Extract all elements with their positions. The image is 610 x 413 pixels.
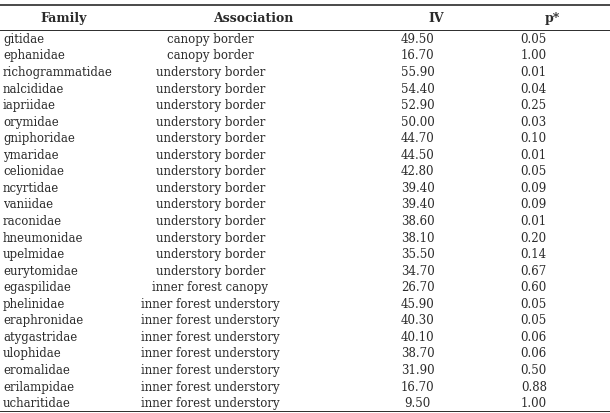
Text: 35.50: 35.50	[401, 247, 435, 261]
Text: inner forest canopy: inner forest canopy	[152, 280, 268, 294]
Text: raconidae: raconidae	[3, 214, 62, 228]
Text: 34.70: 34.70	[401, 264, 435, 277]
Text: ucharitidae: ucharitidae	[3, 396, 71, 409]
Text: 9.50: 9.50	[404, 396, 431, 409]
Text: inner forest understory: inner forest understory	[141, 347, 280, 360]
Text: 0.20: 0.20	[521, 231, 547, 244]
Text: 0.04: 0.04	[520, 82, 547, 95]
Text: inner forest understory: inner forest understory	[141, 380, 280, 393]
Text: 52.90: 52.90	[401, 99, 435, 112]
Text: 40.30: 40.30	[401, 313, 435, 327]
Text: nalcididae: nalcididae	[3, 82, 65, 95]
Text: inner forest understory: inner forest understory	[141, 330, 280, 343]
Text: 16.70: 16.70	[401, 380, 435, 393]
Text: erilampidae: erilampidae	[3, 380, 74, 393]
Text: understory border: understory border	[156, 82, 265, 95]
Text: 0.25: 0.25	[521, 99, 547, 112]
Text: gniphoridae: gniphoridae	[3, 132, 75, 145]
Text: phelinidae: phelinidae	[3, 297, 65, 310]
Text: understory border: understory border	[156, 66, 265, 79]
Text: 0.03: 0.03	[520, 115, 547, 128]
Text: vaniidae: vaniidae	[3, 198, 53, 211]
Text: 49.50: 49.50	[401, 33, 435, 46]
Text: ulophidae: ulophidae	[3, 347, 62, 360]
Text: 0.50: 0.50	[520, 363, 547, 376]
Text: 1.00: 1.00	[521, 49, 547, 62]
Text: 0.14: 0.14	[521, 247, 547, 261]
Text: iapriidae: iapriidae	[3, 99, 56, 112]
Text: 0.06: 0.06	[520, 347, 547, 360]
Text: 39.40: 39.40	[401, 181, 435, 195]
Text: Family: Family	[41, 12, 87, 25]
Text: 0.05: 0.05	[520, 313, 547, 327]
Text: understory border: understory border	[156, 231, 265, 244]
Text: IV: IV	[428, 12, 444, 25]
Text: 55.90: 55.90	[401, 66, 435, 79]
Text: 0.06: 0.06	[520, 330, 547, 343]
Text: 26.70: 26.70	[401, 280, 435, 294]
Text: atygastridae: atygastridae	[3, 330, 77, 343]
Text: understory border: understory border	[156, 99, 265, 112]
Text: 39.40: 39.40	[401, 198, 435, 211]
Text: Association: Association	[213, 12, 293, 25]
Text: understory border: understory border	[156, 132, 265, 145]
Text: 42.80: 42.80	[401, 165, 434, 178]
Text: 0.01: 0.01	[521, 66, 547, 79]
Text: understory border: understory border	[156, 247, 265, 261]
Text: 0.09: 0.09	[520, 198, 547, 211]
Text: eraphronidae: eraphronidae	[3, 313, 84, 327]
Text: egaspilidae: egaspilidae	[3, 280, 71, 294]
Text: inner forest understory: inner forest understory	[141, 396, 280, 409]
Text: 0.05: 0.05	[520, 297, 547, 310]
Text: gitidae: gitidae	[3, 33, 44, 46]
Text: understory border: understory border	[156, 181, 265, 195]
Text: 0.09: 0.09	[520, 181, 547, 195]
Text: 0.10: 0.10	[521, 132, 547, 145]
Text: 16.70: 16.70	[401, 49, 435, 62]
Text: ncyrtidae: ncyrtidae	[3, 181, 59, 195]
Text: 38.60: 38.60	[401, 214, 435, 228]
Text: 0.05: 0.05	[520, 33, 547, 46]
Text: 38.70: 38.70	[401, 347, 435, 360]
Text: 54.40: 54.40	[401, 82, 435, 95]
Text: 50.00: 50.00	[401, 115, 435, 128]
Text: canopy border: canopy border	[167, 33, 254, 46]
Text: upelmidae: upelmidae	[3, 247, 65, 261]
Text: 31.90: 31.90	[401, 363, 435, 376]
Text: celionidae: celionidae	[3, 165, 64, 178]
Text: 38.10: 38.10	[401, 231, 434, 244]
Text: inner forest understory: inner forest understory	[141, 297, 280, 310]
Text: 0.60: 0.60	[520, 280, 547, 294]
Text: 0.01: 0.01	[521, 148, 547, 161]
Text: canopy border: canopy border	[167, 49, 254, 62]
Text: 0.01: 0.01	[521, 214, 547, 228]
Text: 40.10: 40.10	[401, 330, 435, 343]
Text: 45.90: 45.90	[401, 297, 435, 310]
Text: 0.88: 0.88	[521, 380, 547, 393]
Text: eromalidae: eromalidae	[3, 363, 70, 376]
Text: understory border: understory border	[156, 115, 265, 128]
Text: 1.00: 1.00	[521, 396, 547, 409]
Text: hneumonidae: hneumonidae	[3, 231, 84, 244]
Text: 44.70: 44.70	[401, 132, 435, 145]
Text: understory border: understory border	[156, 198, 265, 211]
Text: richogrammatidae: richogrammatidae	[3, 66, 113, 79]
Text: ephanidae: ephanidae	[3, 49, 65, 62]
Text: inner forest understory: inner forest understory	[141, 313, 280, 327]
Text: inner forest understory: inner forest understory	[141, 363, 280, 376]
Text: 44.50: 44.50	[401, 148, 435, 161]
Text: understory border: understory border	[156, 214, 265, 228]
Text: understory border: understory border	[156, 165, 265, 178]
Text: 0.05: 0.05	[520, 165, 547, 178]
Text: ymaridae: ymaridae	[3, 148, 59, 161]
Text: 0.67: 0.67	[520, 264, 547, 277]
Text: understory border: understory border	[156, 148, 265, 161]
Text: understory border: understory border	[156, 264, 265, 277]
Text: p*: p*	[545, 12, 560, 25]
Text: orymidae: orymidae	[3, 115, 59, 128]
Text: eurytomidae: eurytomidae	[3, 264, 78, 277]
